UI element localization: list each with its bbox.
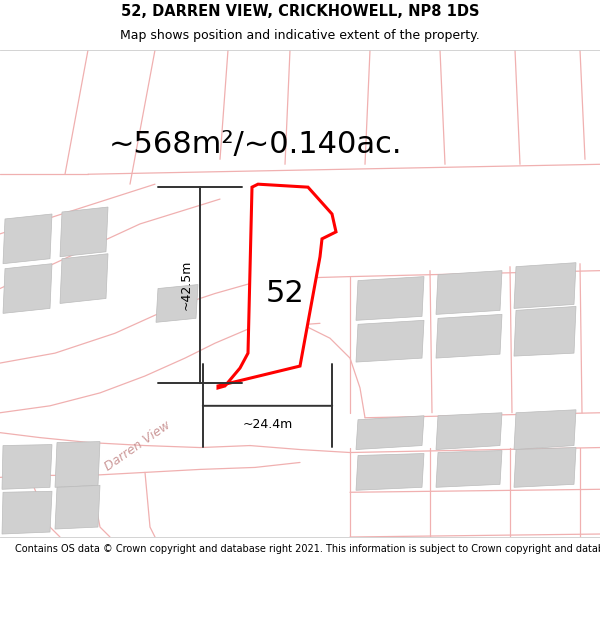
Polygon shape bbox=[156, 284, 198, 322]
Polygon shape bbox=[55, 442, 100, 488]
Polygon shape bbox=[2, 491, 52, 534]
Text: 52, DARREN VIEW, CRICKHOWELL, NP8 1DS: 52, DARREN VIEW, CRICKHOWELL, NP8 1DS bbox=[121, 4, 479, 19]
Polygon shape bbox=[60, 254, 108, 304]
Text: ~42.5m: ~42.5m bbox=[179, 260, 193, 310]
Polygon shape bbox=[436, 451, 502, 488]
Text: ~24.4m: ~24.4m bbox=[242, 418, 293, 431]
Text: Darren View: Darren View bbox=[103, 418, 173, 473]
Polygon shape bbox=[436, 412, 502, 449]
Text: Contains OS data © Crown copyright and database right 2021. This information is : Contains OS data © Crown copyright and d… bbox=[15, 544, 600, 554]
Polygon shape bbox=[436, 271, 502, 314]
Text: ~568m²/~0.140ac.: ~568m²/~0.140ac. bbox=[108, 130, 402, 159]
Polygon shape bbox=[356, 277, 424, 321]
Polygon shape bbox=[356, 321, 424, 362]
Polygon shape bbox=[514, 262, 576, 308]
Polygon shape bbox=[356, 416, 424, 449]
Polygon shape bbox=[3, 264, 52, 313]
Polygon shape bbox=[514, 306, 576, 356]
Polygon shape bbox=[218, 184, 336, 388]
Polygon shape bbox=[60, 207, 108, 257]
Polygon shape bbox=[436, 314, 502, 358]
Polygon shape bbox=[3, 214, 52, 264]
Text: Map shows position and indicative extent of the property.: Map shows position and indicative extent… bbox=[120, 29, 480, 42]
Polygon shape bbox=[514, 448, 576, 488]
Polygon shape bbox=[2, 444, 52, 489]
Polygon shape bbox=[514, 410, 576, 449]
Text: 52: 52 bbox=[266, 279, 304, 308]
Polygon shape bbox=[55, 486, 100, 529]
Polygon shape bbox=[356, 454, 424, 490]
